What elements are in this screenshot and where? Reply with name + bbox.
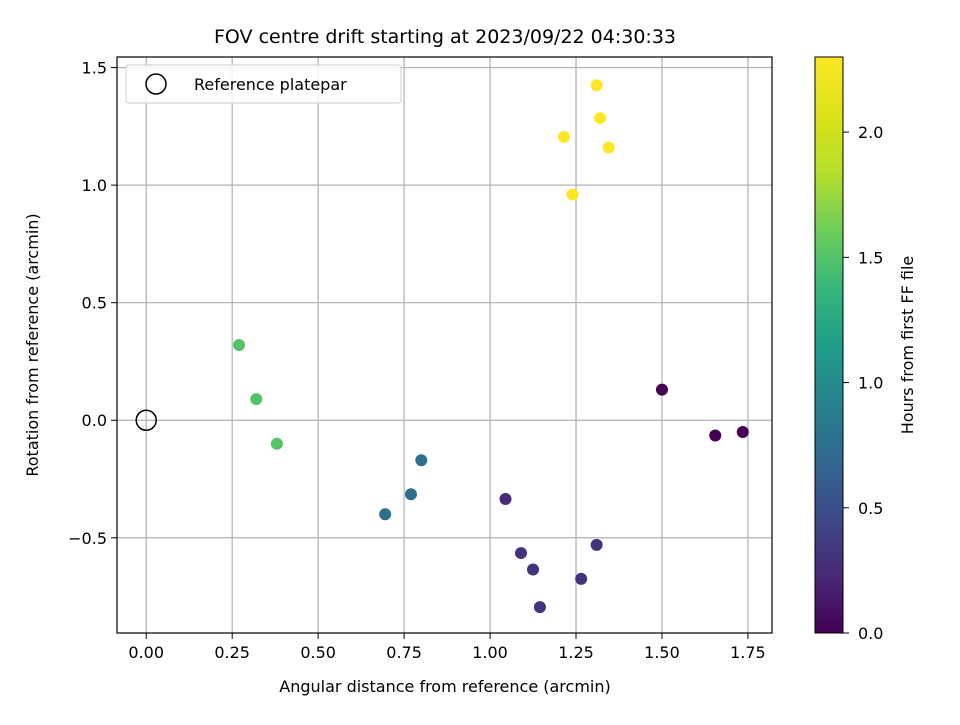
data-point: [655, 383, 668, 396]
legend-entry-reference: Reference platepar: [194, 75, 347, 94]
x-tick-label: 1.00: [472, 643, 508, 662]
x-tick-label: 0.00: [128, 643, 164, 662]
y-tick-label: 1.0: [82, 176, 107, 195]
colorbar-tick-label: 1.5: [858, 248, 883, 267]
data-point: [415, 454, 428, 467]
x-tick-label: 1.50: [644, 643, 680, 662]
data-point: [250, 393, 263, 406]
colorbar-tick-label: 2.0: [858, 123, 883, 142]
data-point: [527, 563, 540, 576]
data-point: [566, 188, 579, 201]
y-tick-label: −0.5: [68, 529, 107, 548]
reference-point-marker: [135, 409, 157, 431]
data-point: [515, 547, 528, 560]
y-axis-label: Rotation from reference (arcmin): [23, 213, 42, 476]
colorbar-tick-label: 0.5: [858, 499, 883, 518]
colorbar-ticks: 0.0 0.5 1.0 1.5 2.0: [843, 123, 883, 643]
y-tick-label: 0.0: [82, 411, 107, 430]
y-tick-label: 0.5: [82, 294, 107, 313]
data-point: [709, 429, 722, 442]
data-point: [499, 492, 512, 505]
y-axis-ticks: −0.5 0.0 0.5 1.0 1.5: [68, 59, 117, 548]
x-tick-label: 0.25: [214, 643, 250, 662]
plot-frame: [116, 56, 773, 634]
x-tick-label: 1.25: [558, 643, 594, 662]
x-axis-ticks: 0.00 0.25 0.50 0.75 1.00 1.25 1.50 1.75: [128, 633, 766, 662]
data-point: [736, 425, 749, 438]
data-point: [404, 488, 417, 501]
x-axis-label: Angular distance from reference (arcmin): [279, 677, 610, 696]
grid-lines: [117, 57, 772, 633]
legend: Reference platepar: [125, 64, 402, 104]
colorbar-label: Hours from first FF file: [898, 256, 917, 435]
data-point: [533, 601, 546, 614]
data-point: [575, 572, 588, 585]
y-tick-label: 1.5: [82, 59, 107, 78]
legend-box: [125, 64, 402, 104]
legend-marker-icon: [145, 73, 167, 95]
data-point: [270, 437, 283, 450]
data-point: [590, 538, 603, 551]
colorbar-tick-label: 0.0: [858, 624, 883, 643]
chart-title: FOV centre drift starting at 2023/09/22 …: [214, 26, 676, 48]
data-point: [594, 112, 607, 125]
data-point: [602, 141, 615, 154]
colorbar: [814, 56, 844, 634]
data-points: [135, 79, 749, 614]
data-point: [379, 508, 392, 521]
colorbar-tick-label: 1.0: [858, 374, 883, 393]
x-tick-label: 0.50: [300, 643, 336, 662]
data-point: [233, 339, 246, 351]
data-point: [590, 79, 603, 92]
x-tick-label: 0.75: [386, 643, 422, 662]
data-point: [557, 130, 570, 143]
x-tick-label: 1.75: [730, 643, 766, 662]
